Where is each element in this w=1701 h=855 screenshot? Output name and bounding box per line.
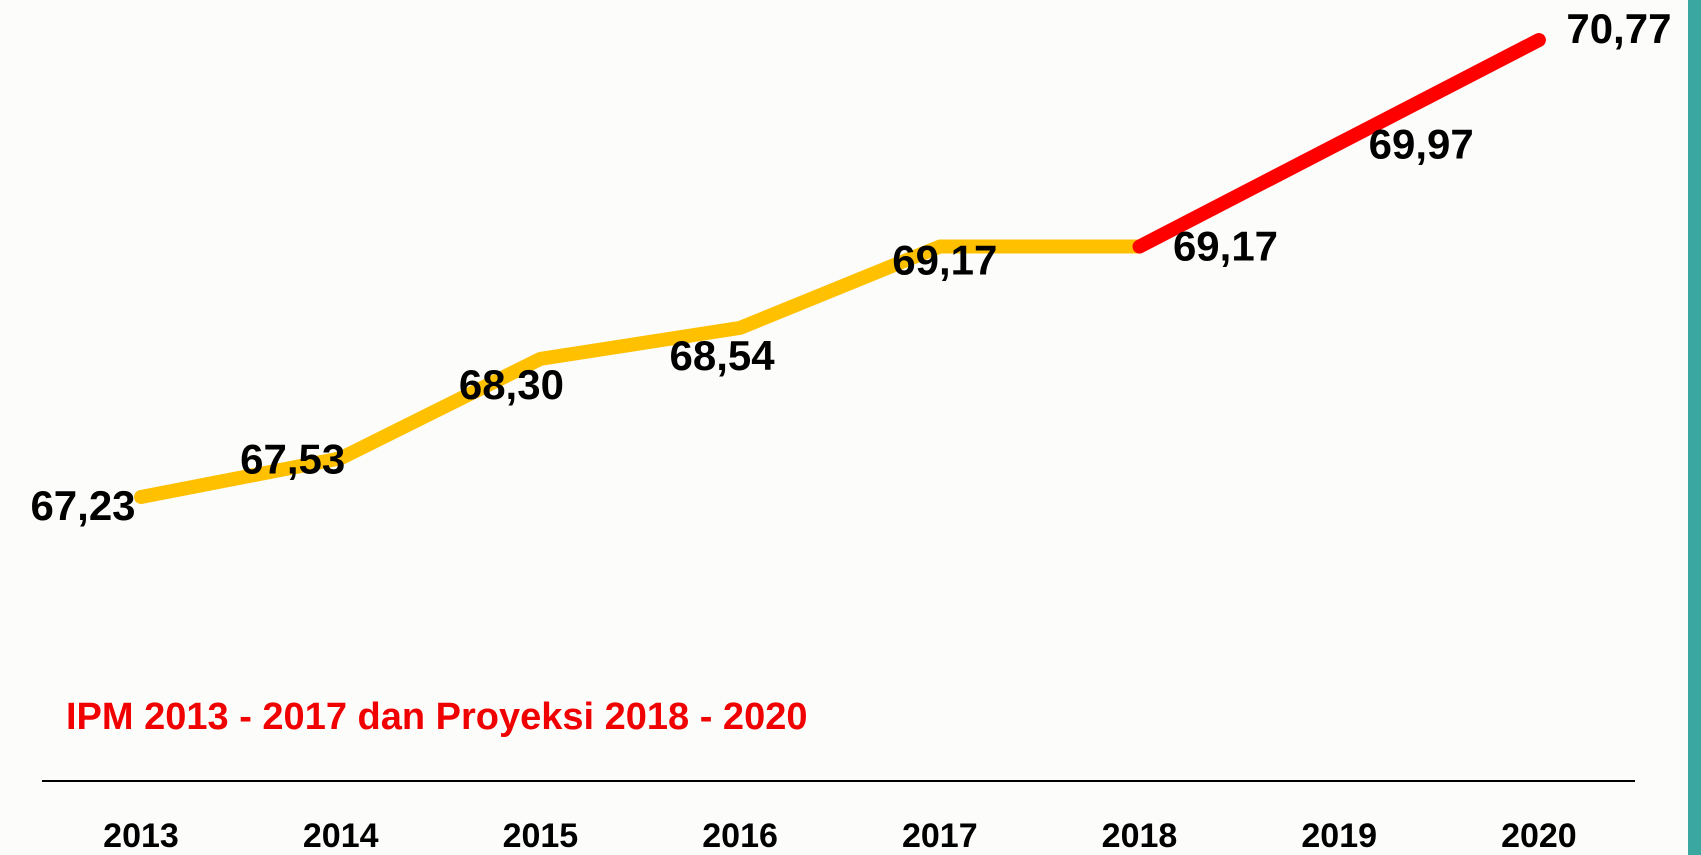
x-tick-label: 2014: [303, 817, 379, 855]
edge-strip: [1688, 0, 1701, 855]
data-label: 68,30: [459, 361, 564, 408]
x-tick-label: 2017: [902, 817, 978, 855]
data-label: 67,53: [240, 435, 345, 482]
data-label: 69,17: [1173, 223, 1278, 270]
data-label: 69,17: [892, 237, 997, 284]
x-tick-label: 2018: [1102, 817, 1178, 855]
data-label: 69,97: [1369, 120, 1474, 167]
line: [134, 239, 1147, 504]
chart-title: IPM 2013 - 2017 dan Proyeksi 2018 - 2020: [66, 696, 807, 738]
data-label: 70,77: [1566, 5, 1671, 52]
line: [1132, 33, 1546, 254]
x-tick-label: 2016: [702, 817, 778, 855]
x-tick-label: 2019: [1301, 817, 1377, 855]
x-tick-label: 2020: [1501, 817, 1577, 855]
x-tick-label: 2015: [503, 817, 579, 855]
data-label: 68,54: [670, 332, 776, 379]
data-label: 67,23: [30, 482, 135, 529]
x-tick-label: 2013: [103, 817, 179, 855]
